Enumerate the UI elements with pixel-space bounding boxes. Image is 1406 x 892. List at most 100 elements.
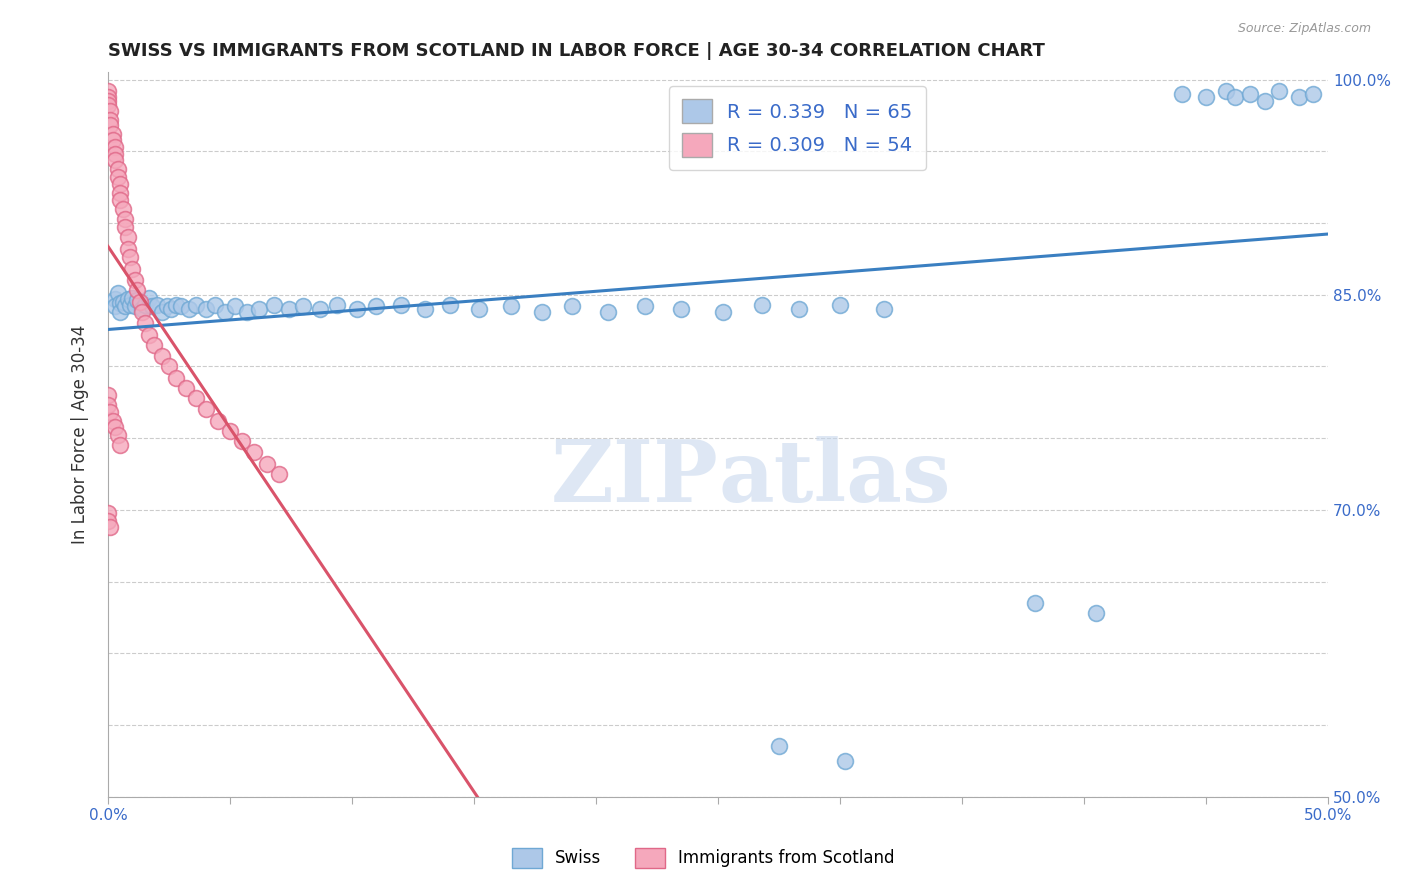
Point [97, 514, 120, 528]
Point [143, 338, 166, 352]
Y-axis label: In Labor Force | Age 30-34: In Labor Force | Age 30-34 [72, 325, 89, 544]
Text: ZIP: ZIP [550, 436, 718, 520]
Point [108, 438, 131, 452]
Point [134, 298, 156, 312]
Point [155, 299, 177, 313]
Point [100, 119, 122, 133]
Point [97, 94, 120, 108]
Point [531, 305, 554, 319]
Point [131, 305, 153, 319]
Text: SWISS VS IMMIGRANTS FROM SCOTLAND IN LABOR FORCE | AGE 30-34 CORRELATION CHART: SWISS VS IMMIGRANTS FROM SCOTLAND IN LAB… [108, 42, 1045, 60]
Point [1239, 87, 1261, 101]
Point [101, 133, 124, 147]
Point [787, 301, 810, 316]
Point [111, 294, 134, 309]
Point [107, 286, 129, 301]
Point [104, 147, 127, 161]
Point [292, 299, 315, 313]
Point [97, 84, 120, 98]
Point [117, 230, 139, 244]
Point [104, 153, 127, 167]
Point [174, 381, 197, 395]
Point [1288, 90, 1310, 104]
Point [834, 754, 856, 768]
Point [104, 419, 127, 434]
Point [184, 298, 207, 312]
Point [127, 293, 149, 308]
Point [117, 292, 139, 306]
Point [243, 445, 266, 459]
Point [1253, 94, 1275, 108]
Point [194, 301, 217, 316]
Point [108, 193, 131, 207]
Point [114, 299, 136, 313]
Point [1195, 90, 1218, 104]
Point [468, 301, 491, 316]
Point [97, 98, 120, 112]
Point [439, 298, 461, 312]
Text: Source: ZipAtlas.com: Source: ZipAtlas.com [1237, 22, 1371, 36]
Point [101, 414, 124, 428]
Point [194, 402, 217, 417]
Point [121, 261, 143, 276]
Point [107, 161, 129, 176]
Point [561, 299, 583, 313]
Point [165, 371, 187, 385]
Point [711, 305, 734, 319]
Point [134, 317, 156, 331]
Point [219, 424, 242, 438]
Point [107, 428, 129, 442]
Point [326, 298, 349, 312]
Point [671, 301, 693, 316]
Point [224, 299, 246, 313]
Point [100, 104, 122, 119]
Point [138, 327, 160, 342]
Point [170, 299, 193, 313]
Point [114, 211, 136, 226]
Point [108, 186, 131, 200]
Point [138, 291, 160, 305]
Point [214, 305, 236, 319]
Point [389, 298, 412, 312]
Point [1085, 606, 1108, 620]
Point [97, 90, 120, 104]
Point [598, 305, 620, 319]
Point [150, 350, 173, 364]
Point [1024, 596, 1046, 610]
Legend: R = 0.339   N = 65, R = 0.309   N = 54: R = 0.339 N = 65, R = 0.309 N = 54 [669, 86, 927, 170]
Point [1225, 90, 1247, 104]
Point [100, 405, 122, 419]
Point [100, 520, 122, 534]
Point [141, 299, 163, 313]
Point [184, 391, 207, 405]
Point [121, 291, 143, 305]
Point [108, 296, 131, 310]
Point [104, 292, 127, 306]
Point [1215, 84, 1237, 98]
Point [1170, 87, 1192, 101]
Point [124, 299, 146, 313]
Point [97, 506, 120, 520]
Point [1268, 84, 1291, 98]
Point [231, 434, 253, 448]
Text: atlas: atlas [718, 436, 950, 520]
Point [309, 301, 332, 316]
Point [104, 140, 127, 154]
Point [204, 298, 226, 312]
Point [150, 305, 173, 319]
Point [256, 457, 278, 471]
Point [177, 301, 200, 316]
Point [97, 388, 120, 402]
Point [124, 273, 146, 287]
Point [768, 739, 790, 754]
Point [118, 251, 141, 265]
Point [108, 305, 131, 319]
Point [751, 298, 773, 312]
Point [131, 301, 153, 316]
Point [127, 284, 149, 298]
Point [165, 298, 187, 312]
Point [247, 301, 270, 316]
Point [101, 127, 124, 141]
Legend: Swiss, Immigrants from Scotland: Swiss, Immigrants from Scotland [505, 841, 901, 875]
Point [108, 178, 131, 192]
